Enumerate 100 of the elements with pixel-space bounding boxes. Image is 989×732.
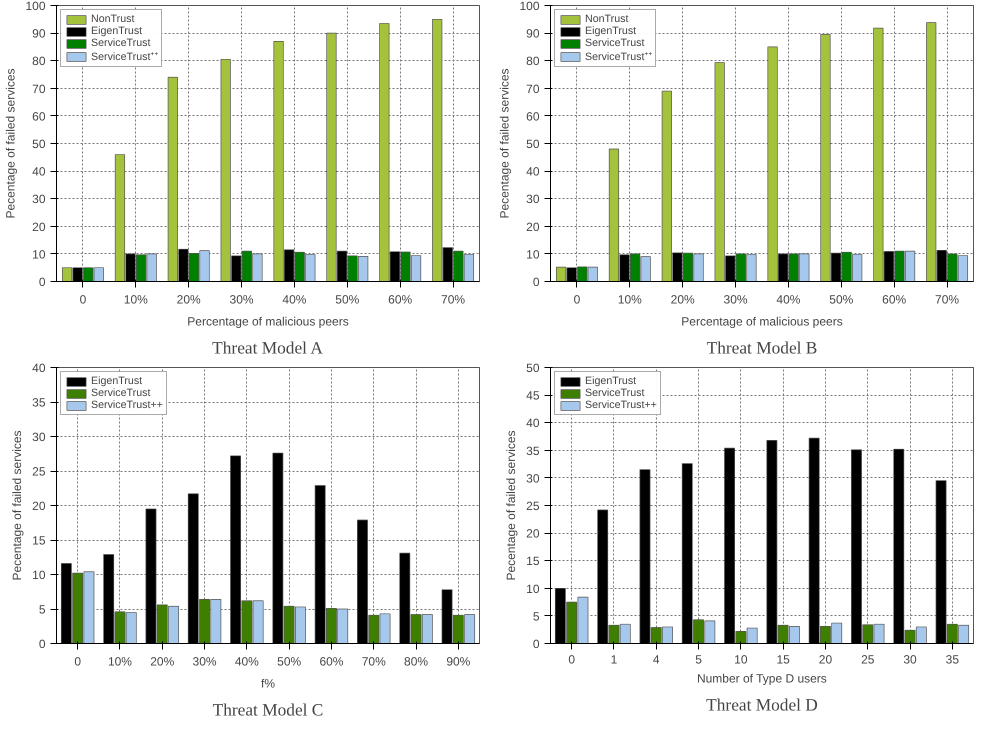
x-tick-label: 60%	[882, 292, 907, 306]
legend-label: ServiceTrust	[585, 387, 644, 399]
y-tick-label: 90	[32, 26, 46, 41]
y-tick-label: 40	[32, 361, 46, 375]
x-tick-label: 0	[80, 292, 87, 306]
y-tick-label: 10	[526, 247, 540, 262]
x-tick-label: 70%	[362, 654, 386, 668]
x-tick-label: 30%	[230, 292, 254, 306]
y-axis-title: Pecentage of failed services	[10, 430, 24, 581]
legend-label: ServiceTrust⁺⁺	[585, 50, 652, 63]
x-tick-label: 40%	[234, 654, 260, 668]
legend-label: EigenTrust	[91, 25, 142, 37]
x-tick-label: 0	[74, 654, 82, 668]
y-tick-label: 5	[532, 609, 540, 624]
x-tick-label: 50%	[335, 292, 360, 306]
x-tick-label: 20%	[150, 654, 175, 668]
x-tick-label: 0	[574, 292, 581, 306]
legend-label: ServiceTrust⁺⁺	[91, 50, 158, 63]
x-tick-label: 30	[903, 652, 918, 666]
x-tick-label: 10%	[108, 654, 132, 668]
x-tick-label: 60%	[388, 292, 413, 306]
y-tick-label: 0	[38, 637, 46, 651]
y-tick-label: 0	[532, 637, 540, 651]
x-tick-label: 50%	[829, 292, 854, 306]
y-axis-title: Pecentage of failed services	[3, 68, 18, 219]
y-tick-label: 30	[526, 471, 540, 486]
text: Threat Model B	[706, 338, 818, 358]
text: Threat Model A	[212, 338, 324, 358]
text: Threat Model C	[212, 700, 324, 720]
y-tick-label: 30	[32, 192, 46, 206]
legend-label: ServiceTrust++	[585, 399, 657, 411]
y-tick-label: 40	[526, 164, 540, 179]
y-tick-label: 60	[526, 109, 540, 124]
y-tick-label: 30	[32, 430, 46, 444]
x-tick-label: 30%	[724, 292, 748, 306]
y-tick-label: 15	[32, 534, 46, 548]
x-tick-label: 90%	[446, 654, 471, 668]
y-tick-label: 80	[32, 54, 46, 68]
x-tick-label: 20%	[670, 292, 696, 306]
legend-label: NonTrust	[585, 13, 628, 25]
x-tick-label: 4	[652, 652, 660, 666]
y-tick-label: 10	[32, 568, 46, 582]
y-tick-label: 5	[38, 602, 46, 616]
legend-label: ServiceTrust	[91, 387, 150, 399]
y-tick-label: 20	[526, 220, 540, 234]
y-tick-label: 70	[526, 82, 540, 96]
x-tick-label: 40%	[776, 292, 801, 306]
x-tick-label: 10	[734, 652, 748, 666]
y-tick-label: 40	[526, 416, 540, 430]
y-tick-label: 10	[526, 582, 540, 596]
x-tick-label: 80%	[404, 654, 428, 668]
x-axis-title: Percentage of malicious peers	[681, 314, 843, 328]
x-tick-label: 1	[610, 652, 618, 666]
legend-label: EigenTrust	[91, 375, 142, 387]
x-tick-label: 50%	[277, 654, 302, 668]
y-tick-label: 25	[32, 464, 46, 478]
y-tick-label: 50	[526, 361, 540, 375]
text: Threat Model D	[706, 696, 818, 714]
x-tick-label: 25	[861, 652, 875, 666]
y-tick-label: 45	[526, 388, 540, 403]
legend-label: NonTrust	[91, 13, 134, 25]
x-tick-label: 60%	[319, 654, 344, 668]
y-tick-label: 15	[526, 554, 540, 568]
legend-label: ServiceTrust++	[91, 399, 163, 411]
y-tick-label: 50	[32, 137, 46, 151]
legend-label: EigenTrust	[585, 25, 636, 37]
x-tick-label: 10%	[124, 292, 148, 306]
legend-label: EigenTrust	[585, 375, 636, 387]
y-tick-label: 20	[32, 499, 46, 513]
y-tick-label: 80	[526, 54, 540, 68]
y-tick-label: 0	[38, 275, 46, 289]
x-axis-title: Number of Type D users	[696, 672, 827, 686]
x-tick-label: 20	[818, 652, 832, 666]
y-axis-title: Pecentage of failed services	[504, 430, 518, 581]
y-tick-label: 0	[532, 275, 540, 289]
y-axis-title: Pecentage of failed services	[497, 68, 512, 219]
y-tick-label: 20	[32, 220, 46, 234]
y-tick-label: 35	[526, 444, 540, 458]
y-tick-label: 100	[25, 0, 46, 13]
x-tick-label: 70%	[441, 292, 466, 306]
x-axis-title: Percentage of malicious peers	[187, 314, 349, 328]
x-axis-title: f%	[261, 676, 276, 690]
y-tick-label: 25	[526, 499, 540, 513]
x-tick-label: 0	[568, 652, 576, 666]
x-tick-label: 5	[695, 652, 702, 666]
y-tick-label: 50	[526, 137, 540, 151]
y-tick-label: 40	[32, 164, 46, 179]
x-tick-label: 15	[776, 652, 790, 666]
x-tick-label: 20%	[176, 292, 202, 306]
y-tick-label: 20	[526, 526, 540, 541]
x-tick-label: 35	[946, 652, 960, 666]
x-tick-label: 10%	[618, 292, 642, 306]
y-tick-label: 30	[526, 192, 540, 206]
y-tick-label: 90	[526, 26, 540, 41]
legend-label: ServiceTrust	[91, 37, 150, 49]
x-tick-label: 70%	[935, 292, 960, 306]
x-tick-label: 40%	[282, 292, 307, 306]
x-tick-label: 30%	[192, 654, 217, 668]
y-tick-label: 100	[519, 0, 540, 13]
y-tick-label: 10	[32, 247, 46, 262]
